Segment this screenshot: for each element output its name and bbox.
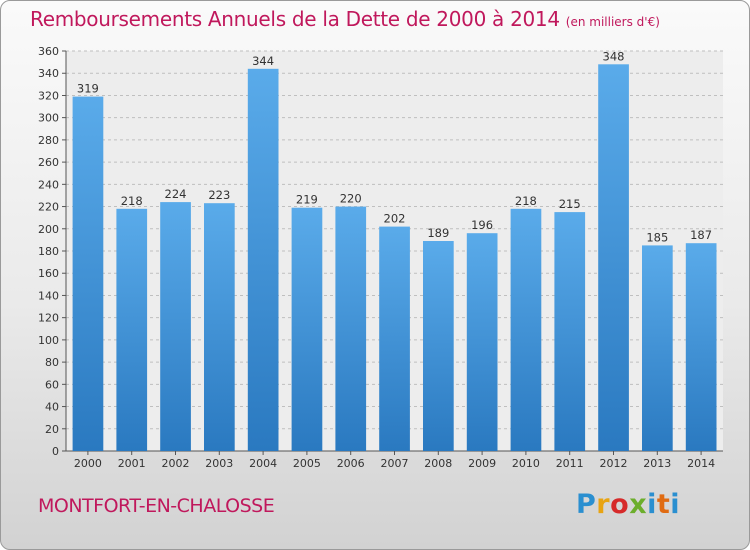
- y-tick-label: 240: [38, 178, 59, 191]
- y-tick-label: 220: [38, 201, 59, 214]
- bar-2001: [116, 208, 148, 451]
- y-tick-label: 0: [52, 445, 59, 458]
- x-tick-label-2002: 2002: [162, 457, 190, 470]
- data-label-2007: 202: [384, 212, 406, 226]
- y-tick-label: 160: [38, 267, 59, 280]
- x-tick-label-2000: 2000: [74, 457, 102, 470]
- data-label-2010: 218: [515, 194, 537, 208]
- data-label-2009: 196: [471, 218, 493, 232]
- x-tick-label-2012: 2012: [600, 457, 628, 470]
- chart-title: Remboursements Annuels de la Dette de 20…: [30, 7, 660, 31]
- bar-2011: [554, 212, 586, 451]
- bar-2014: [685, 243, 717, 451]
- bar-2000: [72, 96, 104, 451]
- chart-title-text: Remboursements Annuels de la Dette de 20…: [30, 7, 560, 31]
- data-label-2012: 348: [603, 49, 625, 63]
- y-tick-label: 120: [38, 312, 59, 325]
- data-label-2011: 215: [559, 197, 581, 211]
- data-label-2000: 319: [77, 82, 99, 96]
- commune-name: MONTFORT-EN-CHALOSSE: [38, 495, 275, 517]
- data-label-2013: 185: [646, 230, 668, 244]
- y-tick-label: 300: [38, 112, 59, 125]
- y-tick-label: 260: [38, 156, 59, 169]
- y-tick-label: 140: [38, 289, 59, 302]
- x-tick-label-2013: 2013: [643, 457, 671, 470]
- bar-2007: [379, 226, 410, 451]
- data-label-2002: 224: [165, 187, 187, 201]
- bar-2002: [160, 202, 191, 451]
- y-tick-label: 80: [45, 356, 59, 369]
- x-tick-label-2014: 2014: [687, 457, 715, 470]
- data-label-2006: 220: [340, 192, 362, 206]
- data-label-2004: 344: [252, 54, 274, 68]
- y-tick-label: 320: [38, 89, 59, 102]
- bar-2009: [466, 233, 498, 451]
- data-label-2005: 219: [296, 193, 318, 207]
- bar-2010: [510, 208, 542, 451]
- y-tick-label: 180: [38, 245, 59, 258]
- data-label-2014: 187: [690, 228, 712, 242]
- y-tick-label: 340: [38, 67, 59, 80]
- bar-2012: [598, 64, 629, 452]
- y-tick-label: 360: [38, 45, 59, 58]
- y-tick-label: 40: [45, 401, 59, 414]
- bar-2013: [642, 245, 673, 451]
- bar-2003: [204, 203, 235, 451]
- x-tick-label-2003: 2003: [205, 457, 233, 470]
- x-tick-label-2008: 2008: [424, 457, 452, 470]
- y-tick-label: 60: [45, 378, 59, 391]
- x-tick-label-2006: 2006: [337, 457, 365, 470]
- bar-2006: [335, 206, 367, 451]
- x-tick-label-2009: 2009: [468, 457, 496, 470]
- data-label-2001: 218: [121, 194, 143, 208]
- x-tick-label-2005: 2005: [293, 457, 321, 470]
- data-label-2003: 223: [208, 188, 230, 202]
- y-tick-label: 100: [38, 334, 59, 347]
- chart-unit: (en milliers d'€): [565, 15, 660, 29]
- x-tick-label-2001: 2001: [118, 457, 146, 470]
- bar-2008: [423, 241, 454, 451]
- x-tick-label-2007: 2007: [381, 457, 409, 470]
- data-label-2008: 189: [427, 226, 449, 240]
- y-tick-label: 280: [38, 134, 59, 147]
- x-tick-label-2011: 2011: [556, 457, 584, 470]
- y-tick-label: 20: [45, 423, 59, 436]
- x-tick-label-2004: 2004: [249, 457, 277, 470]
- proxiti-logo[interactable]: Proxiti: [576, 489, 681, 520]
- x-tick-label-2010: 2010: [512, 457, 540, 470]
- bar-2004: [247, 68, 279, 452]
- bar-2005: [291, 207, 323, 451]
- y-tick-label: 200: [38, 223, 59, 236]
